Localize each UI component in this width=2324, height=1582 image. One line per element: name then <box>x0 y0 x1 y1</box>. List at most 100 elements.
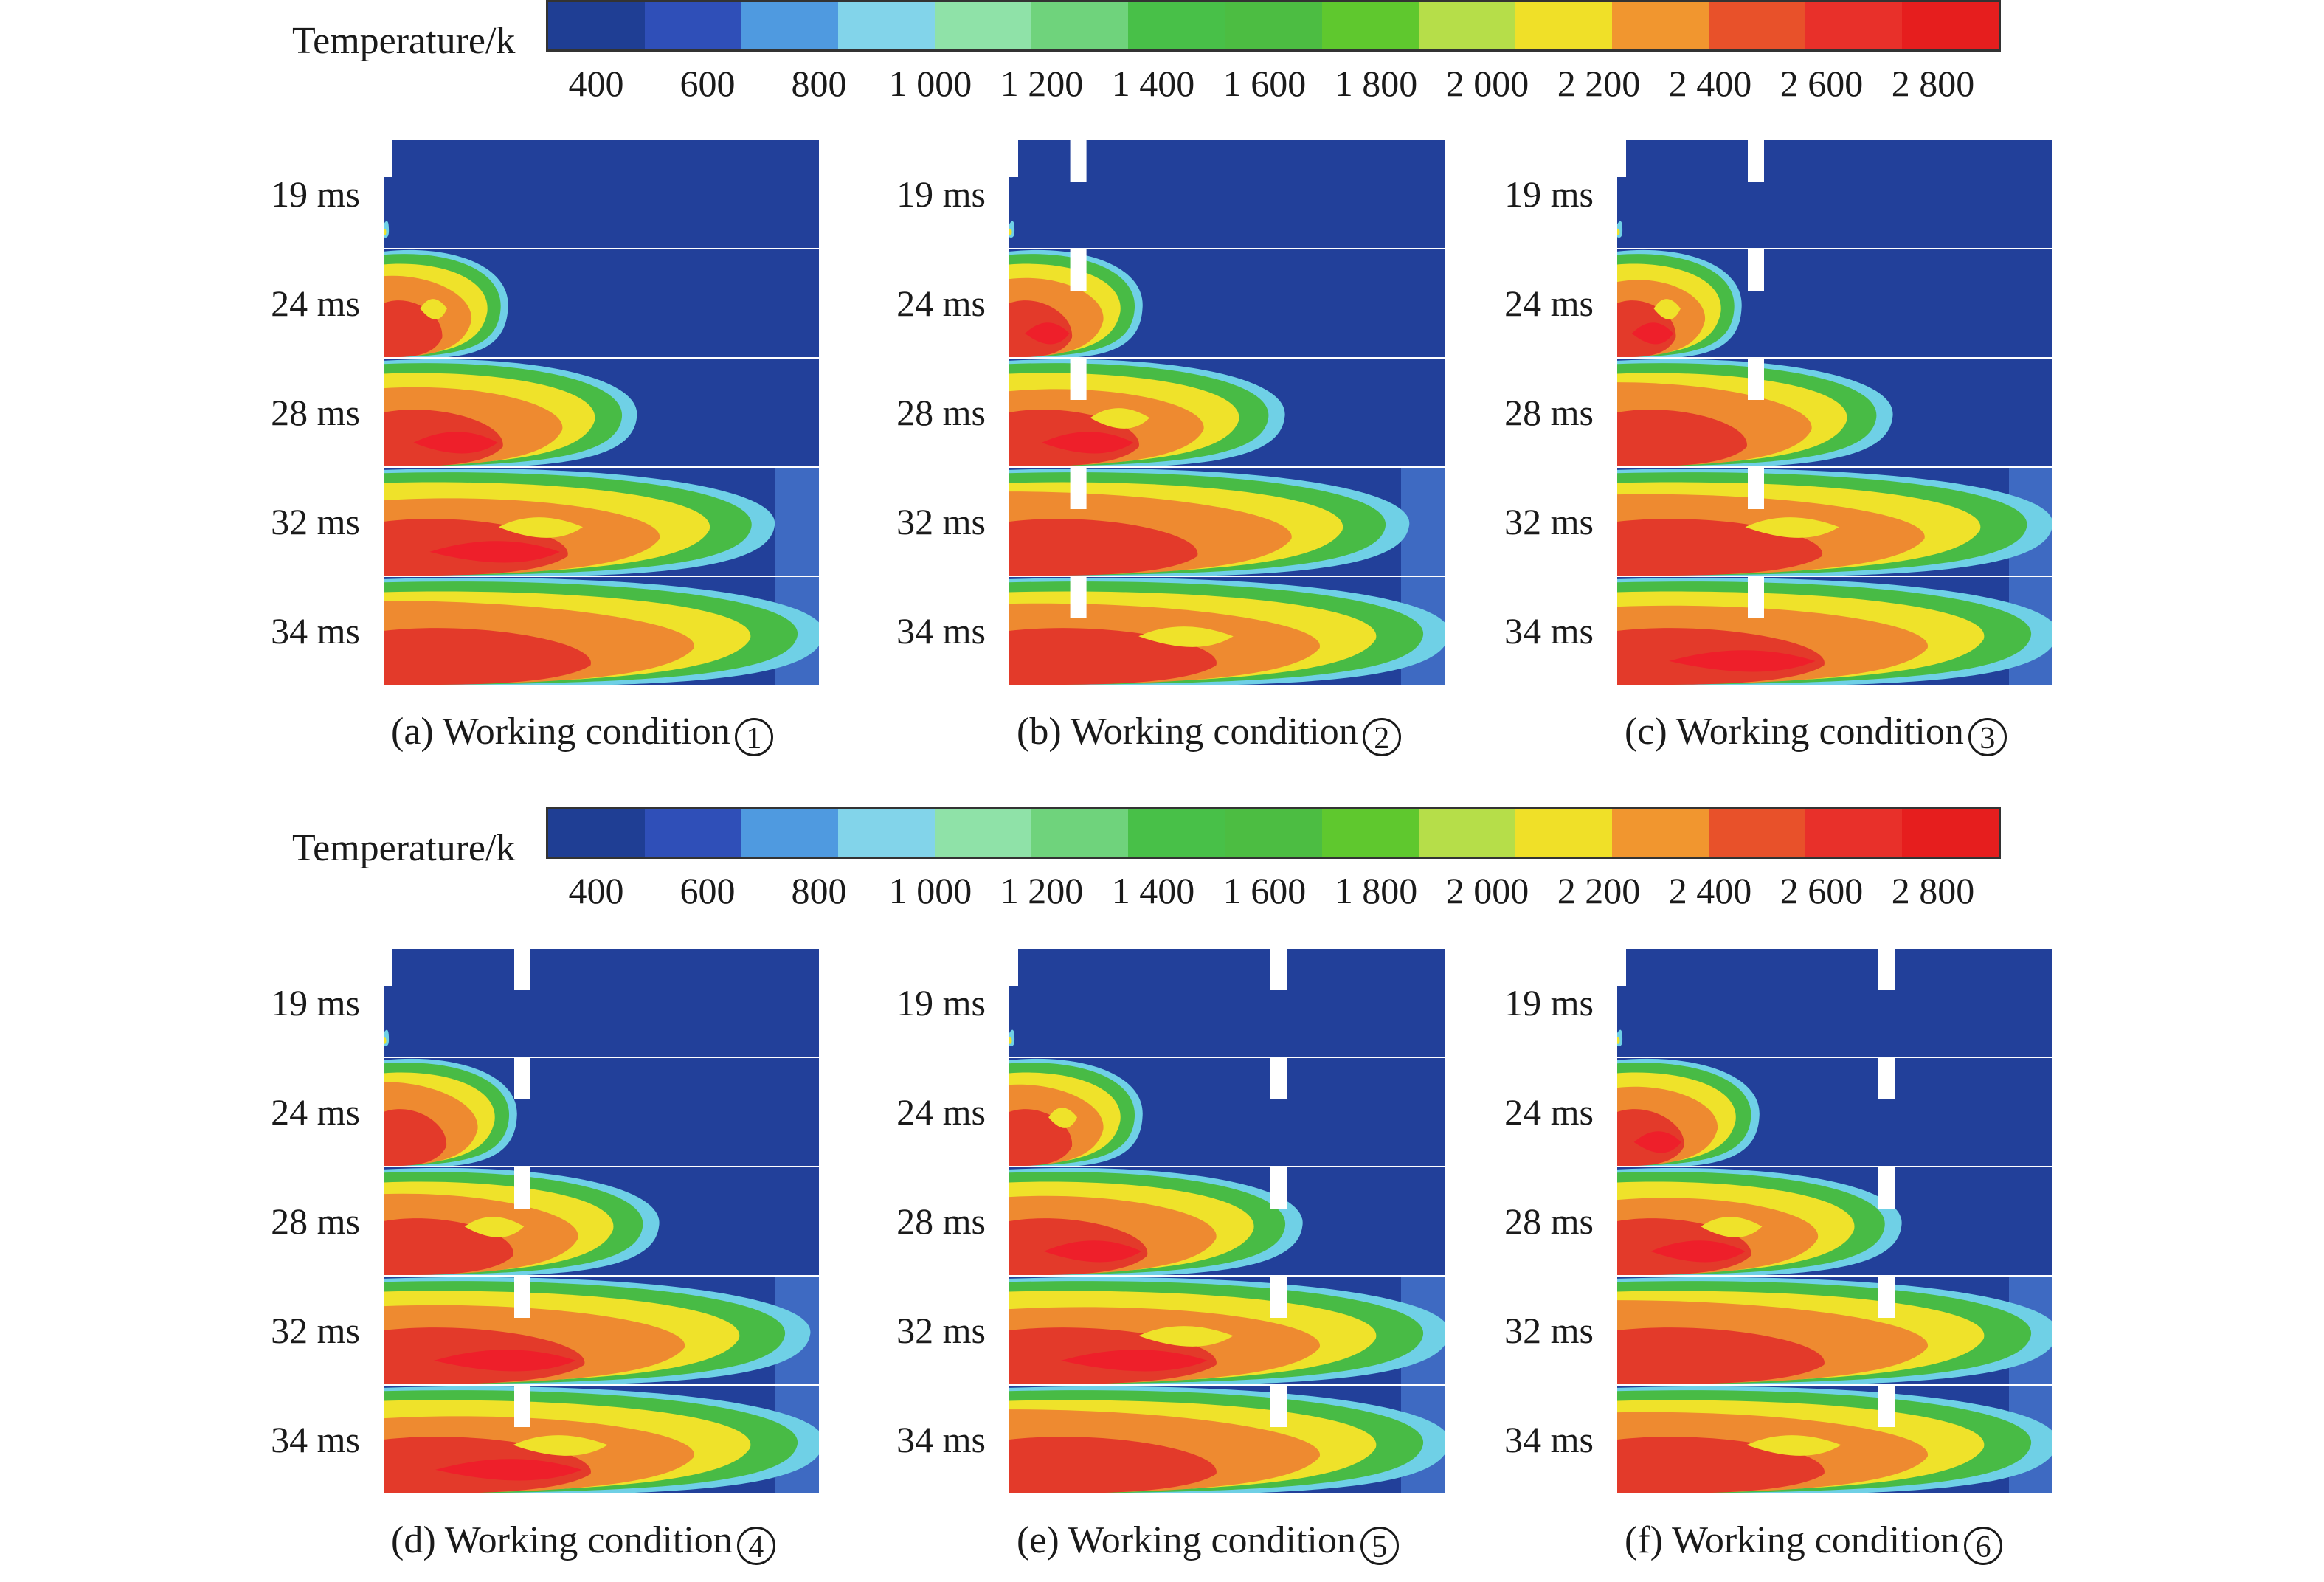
time-label: 34 ms <box>1504 1419 1594 1460</box>
colorbar-segment <box>935 809 1032 857</box>
time-label: 19 ms <box>271 173 360 215</box>
colorbar-title: Temperature/k <box>292 827 516 869</box>
temperature-contour <box>384 228 387 235</box>
temperature-contour <box>1041 432 1134 454</box>
condition-number-badge: 1 <box>734 718 773 756</box>
temperature-contour <box>1669 650 1816 672</box>
obstacle-notch <box>1270 1386 1287 1427</box>
contour-plot <box>384 1386 819 1493</box>
temperature-contour <box>1009 228 1012 235</box>
temperature-contour <box>1631 322 1673 345</box>
time-label: 32 ms <box>1504 1310 1594 1351</box>
temperature-field-strip <box>384 577 819 685</box>
temperature-contour <box>433 1350 576 1372</box>
contour-plot <box>1617 1058 2052 1166</box>
obstacle-notch <box>1070 577 1087 618</box>
obstacle-notch <box>1878 949 1895 990</box>
panel-caption: (d) Working condition 4 <box>391 1519 775 1565</box>
temperature-contour <box>498 517 583 538</box>
contour-plot <box>1617 359 2052 466</box>
colorbar-tick-label: 1 400 <box>1111 63 1195 104</box>
time-label: 32 ms <box>271 501 360 542</box>
warm-edge-region <box>775 468 819 576</box>
colorbar-segment <box>741 2 839 49</box>
obstacle-notch <box>514 1386 530 1427</box>
inlet-slot <box>384 949 392 986</box>
temperature-contour <box>420 299 447 319</box>
condition-number-badge: 2 <box>1362 718 1401 756</box>
temperature-field-strip <box>1617 577 2052 685</box>
panel-caption-text: (e) Working condition <box>1017 1519 1356 1561</box>
time-label: 24 ms <box>1504 283 1594 324</box>
obstacle-notch <box>1748 577 1764 618</box>
colorbar-segment <box>1611 2 1709 49</box>
colorbar-segment <box>1901 809 1999 857</box>
temperature-field-strip <box>384 1058 819 1166</box>
colorbar-segment <box>645 2 742 49</box>
cold-region <box>1617 140 2052 248</box>
colorbar-tick-label: 1 600 <box>1222 63 1307 104</box>
colorbar-segment <box>1418 2 1515 49</box>
obstacle-notch <box>1270 1277 1287 1318</box>
time-label: 24 ms <box>1504 1091 1594 1133</box>
time-label: 24 ms <box>271 283 360 324</box>
obstacle-notch <box>1878 1277 1895 1318</box>
time-label: 28 ms <box>896 1201 986 1242</box>
colorbar-tick-label: 400 <box>568 63 624 104</box>
colorbar-segment <box>1321 809 1419 857</box>
colorbar-segment <box>1515 2 1612 49</box>
temperature-field-strip <box>384 140 819 248</box>
contour-plot <box>384 140 819 248</box>
obstacle-notch <box>1070 140 1087 182</box>
colorbar-segment <box>838 809 936 857</box>
contour-plot <box>384 1277 819 1384</box>
colorbar-tick-label: 1 000 <box>888 63 972 104</box>
panel-caption-text: (f) Working condition <box>1625 1519 1960 1561</box>
temperature-field-strip <box>384 949 819 1057</box>
obstacle-notch <box>1748 140 1764 182</box>
cold-region <box>1009 949 1445 1057</box>
colorbar-tick-label: 2 200 <box>1557 870 1641 911</box>
colorbar-segment <box>1031 2 1129 49</box>
colorbar-tick-label: 1 400 <box>1111 870 1195 911</box>
temperature-field-strip <box>1617 468 2052 576</box>
temperature-contour <box>1745 517 1839 538</box>
inlet-slot <box>1009 140 1018 177</box>
contour-plot <box>1617 468 2052 576</box>
cold-region <box>384 949 819 1057</box>
contour-plot <box>384 1167 819 1275</box>
contour-plot <box>1009 1167 1445 1275</box>
inlet-slot <box>384 140 392 177</box>
colorbar <box>546 0 2001 52</box>
colorbar-segment <box>741 809 839 857</box>
temperature-contour <box>413 432 498 454</box>
panel-caption-text: (b) Working condition <box>1017 711 1358 753</box>
colorbar-segment <box>1128 809 1225 857</box>
contour-plot <box>1617 949 2052 1057</box>
temperature-contour <box>1653 299 1681 319</box>
obstacle-notch <box>1878 1058 1895 1099</box>
temperature-field-strip <box>1009 577 1445 685</box>
colorbar-segment <box>1901 2 1999 49</box>
temperature-field-strip <box>1009 468 1445 576</box>
temperature-contour <box>1617 1327 1825 1384</box>
colorbar-segment <box>1805 2 1902 49</box>
inlet-slot <box>1617 949 1626 986</box>
temperature-field-strip <box>1617 1277 2052 1384</box>
temperature-contour <box>1048 1108 1078 1128</box>
colorbar-segment <box>1321 2 1419 49</box>
temperature-field-strip <box>1009 249 1445 357</box>
time-label: 32 ms <box>1504 501 1594 542</box>
colorbar-tick-label: 2 600 <box>1780 870 1864 911</box>
colorbar-tick-label: 1 800 <box>1334 870 1418 911</box>
time-label: 19 ms <box>896 173 986 215</box>
colorbar-segment <box>1611 809 1709 857</box>
time-label: 19 ms <box>271 982 360 1023</box>
temperature-contour <box>1061 1350 1208 1372</box>
cold-region <box>384 140 819 248</box>
temperature-field-strip <box>384 1277 819 1384</box>
temperature-field-strip <box>1617 949 2052 1057</box>
temperature-field-strip <box>1009 359 1445 466</box>
colorbar-tick-label: 2 200 <box>1557 63 1641 104</box>
temperature-contour <box>1009 1437 1217 1493</box>
